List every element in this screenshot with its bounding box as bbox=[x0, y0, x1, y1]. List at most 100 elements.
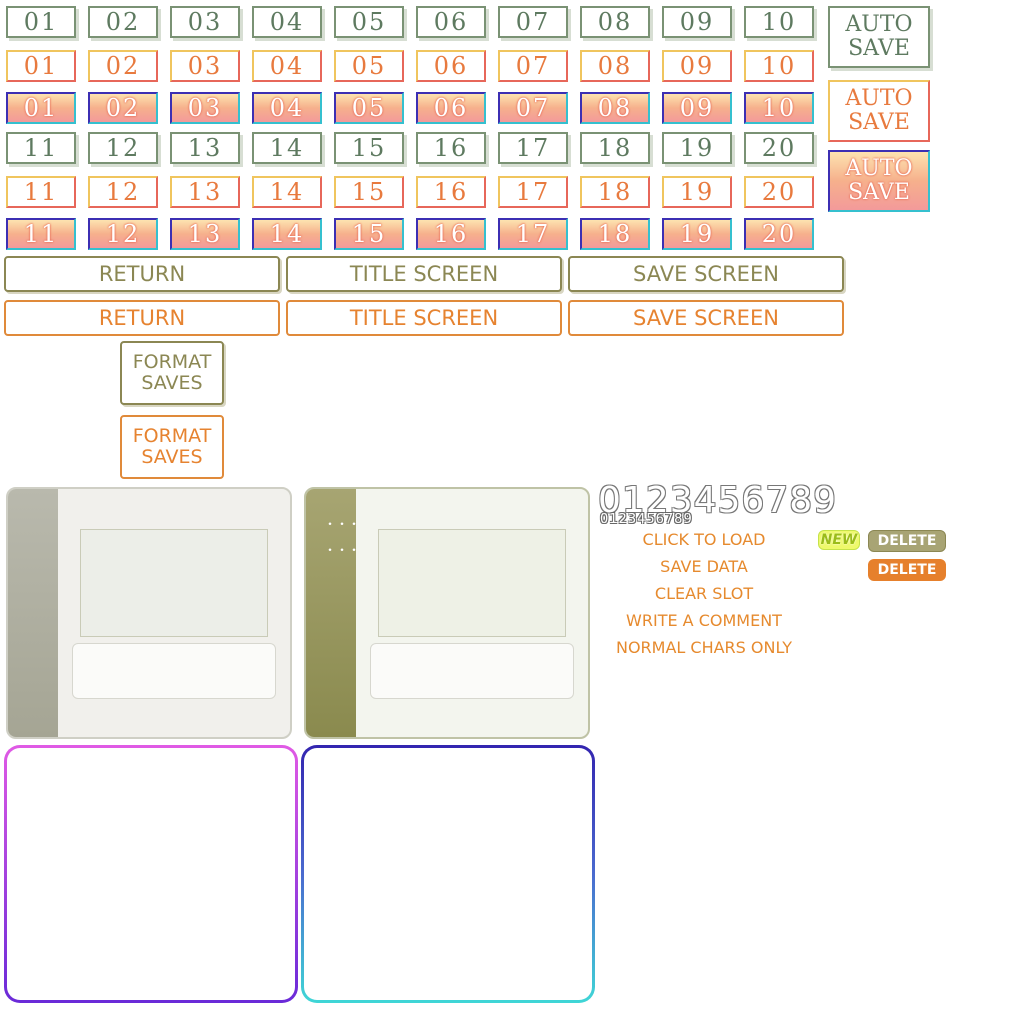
auto-save-label-line1: AUTO bbox=[845, 12, 913, 37]
slot-time-placeholder: ・・・ bbox=[324, 543, 361, 557]
save-data-label: SAVE DATA bbox=[660, 557, 748, 576]
save-slot-button-hover[interactable]: 13 bbox=[170, 176, 240, 208]
format-label-line1: FORMAT bbox=[132, 425, 212, 447]
save-slot-button-normal[interactable]: 06 bbox=[416, 6, 486, 38]
thumbnail-frame bbox=[80, 529, 268, 637]
format-label-line1: FORMAT bbox=[132, 351, 212, 373]
clear-slot-label: CLEAR SLOT bbox=[654, 584, 754, 603]
thumbnail-frame bbox=[378, 529, 566, 637]
save-slot-button-normal[interactable]: 16 bbox=[416, 132, 486, 164]
selection-frame-indigo bbox=[301, 745, 595, 1003]
save-slot-button-active[interactable]: 10 bbox=[744, 92, 814, 124]
return-button-hover[interactable]: RETURN bbox=[4, 300, 280, 336]
save-slot-button-hover[interactable]: 08 bbox=[580, 50, 650, 82]
return-button-normal[interactable]: RETURN bbox=[4, 256, 280, 292]
save-slot-button-active[interactable]: 16 bbox=[416, 218, 486, 250]
auto-save-label-line1: AUTO bbox=[845, 156, 913, 181]
card-side-strip bbox=[306, 489, 356, 737]
save-slot-button-active[interactable]: 03 bbox=[170, 92, 240, 124]
auto-save-label-line2: SAVE bbox=[848, 180, 910, 205]
save-slot-button-hover[interactable]: 04 bbox=[252, 50, 322, 82]
save-slot-button-active[interactable]: 09 bbox=[662, 92, 732, 124]
save-slot-button-hover[interactable]: 14 bbox=[252, 176, 322, 208]
save-slot-button-normal[interactable]: 08 bbox=[580, 6, 650, 38]
save-slot-button-normal[interactable]: 02 bbox=[88, 6, 158, 38]
auto-save-label-line1: AUTO bbox=[845, 86, 913, 111]
save-slot-button-hover[interactable]: 07 bbox=[498, 50, 568, 82]
save-slot-button-normal[interactable]: 01 bbox=[6, 6, 76, 38]
save-slot-button-active[interactable]: 18 bbox=[580, 218, 650, 250]
save-slot-button-active[interactable]: 12 bbox=[88, 218, 158, 250]
save-slot-button-hover[interactable]: 01 bbox=[6, 50, 76, 82]
save-slot-button-hover[interactable]: 16 bbox=[416, 176, 486, 208]
save-slot-button-hover[interactable]: 05 bbox=[334, 50, 404, 82]
click-to-load-label: CLICK TO LOAD bbox=[642, 530, 766, 549]
save-screen-button-hover[interactable]: SAVE SCREEN bbox=[568, 300, 844, 336]
save-slot-button-hover[interactable]: 12 bbox=[88, 176, 158, 208]
save-slot-button-hover[interactable]: 10 bbox=[744, 50, 814, 82]
save-slot-button-normal[interactable]: 09 bbox=[662, 6, 732, 38]
save-slot-button-active[interactable]: 04 bbox=[252, 92, 322, 124]
save-slot-button-hover[interactable]: 06 bbox=[416, 50, 486, 82]
save-slot-button-active[interactable]: 20 bbox=[744, 218, 814, 250]
save-slot-button-active[interactable]: 17 bbox=[498, 218, 568, 250]
save-slot-button-hover[interactable]: 11 bbox=[6, 176, 76, 208]
format-label-line2: SAVES bbox=[141, 446, 203, 468]
auto-save-label-line2: SAVE bbox=[848, 110, 910, 135]
digit-font-large: 0123456789 bbox=[598, 480, 838, 521]
save-slot-button-normal[interactable]: 18 bbox=[580, 132, 650, 164]
save-slot-button-active[interactable]: 01 bbox=[6, 92, 76, 124]
save-slot-button-active[interactable]: 06 bbox=[416, 92, 486, 124]
save-slot-button-active[interactable]: 08 bbox=[580, 92, 650, 124]
selection-frame-violet bbox=[4, 745, 298, 1003]
save-slot-button-normal[interactable]: 15 bbox=[334, 132, 404, 164]
save-screen-button-normal[interactable]: SAVE SCREEN bbox=[568, 256, 844, 292]
save-slot-button-active[interactable]: 13 bbox=[170, 218, 240, 250]
save-slot-button-normal[interactable]: 13 bbox=[170, 132, 240, 164]
auto-save-button-active[interactable]: AUTO SAVE bbox=[828, 150, 930, 212]
save-slot-button-hover[interactable]: 17 bbox=[498, 176, 568, 208]
save-slot-button-normal[interactable]: 11 bbox=[6, 132, 76, 164]
slot-date-placeholder: ・・・ bbox=[324, 517, 361, 531]
save-slot-button-normal[interactable]: 05 bbox=[334, 6, 404, 38]
save-slot-button-normal[interactable]: 20 bbox=[744, 132, 814, 164]
save-slot-button-hover[interactable]: 19 bbox=[662, 176, 732, 208]
save-slot-button-hover[interactable]: 03 bbox=[170, 50, 240, 82]
format-saves-button-normal[interactable]: FORMAT SAVES bbox=[120, 341, 224, 405]
comment-box bbox=[72, 643, 276, 699]
save-slot-button-active[interactable]: 11 bbox=[6, 218, 76, 250]
new-badge: NEW bbox=[818, 530, 860, 550]
save-slot-button-hover[interactable]: 02 bbox=[88, 50, 158, 82]
save-slot-button-hover[interactable]: 18 bbox=[580, 176, 650, 208]
write-comment-label: WRITE A COMMENT bbox=[626, 611, 782, 630]
card-side-strip bbox=[8, 489, 58, 737]
delete-button-normal[interactable]: DELETE bbox=[868, 530, 946, 552]
save-slot-button-normal[interactable]: 07 bbox=[498, 6, 568, 38]
digit-font-small: 0123456789 bbox=[600, 512, 693, 527]
save-slot-button-normal[interactable]: 03 bbox=[170, 6, 240, 38]
save-slot-button-normal[interactable]: 17 bbox=[498, 132, 568, 164]
save-slot-button-normal[interactable]: 19 bbox=[662, 132, 732, 164]
auto-save-button-normal[interactable]: AUTO SAVE bbox=[828, 6, 930, 68]
title-screen-button-normal[interactable]: TITLE SCREEN bbox=[286, 256, 562, 292]
save-slot-button-active[interactable]: 07 bbox=[498, 92, 568, 124]
save-slot-button-hover[interactable]: 20 bbox=[744, 176, 814, 208]
save-slot-button-hover[interactable]: 15 bbox=[334, 176, 404, 208]
save-slot-button-active[interactable]: 02 bbox=[88, 92, 158, 124]
save-slot-button-active[interactable]: 19 bbox=[662, 218, 732, 250]
save-slot-button-normal[interactable]: 12 bbox=[88, 132, 158, 164]
format-saves-button-hover[interactable]: FORMAT SAVES bbox=[120, 415, 224, 479]
save-slot-button-active[interactable]: 05 bbox=[334, 92, 404, 124]
delete-button-hover[interactable]: DELETE bbox=[868, 559, 946, 581]
save-slot-card-empty[interactable] bbox=[6, 487, 292, 739]
save-slot-card-filled[interactable]: ・・・ ・・・ bbox=[304, 487, 590, 739]
title-screen-button-hover[interactable]: TITLE SCREEN bbox=[286, 300, 562, 336]
auto-save-button-hover[interactable]: AUTO SAVE bbox=[828, 80, 930, 142]
save-slot-button-active[interactable]: 14 bbox=[252, 218, 322, 250]
save-slot-button-hover[interactable]: 09 bbox=[662, 50, 732, 82]
save-slot-button-normal[interactable]: 14 bbox=[252, 132, 322, 164]
comment-box bbox=[370, 643, 574, 699]
save-slot-button-normal[interactable]: 10 bbox=[744, 6, 814, 38]
save-slot-button-active[interactable]: 15 bbox=[334, 218, 404, 250]
save-slot-button-normal[interactable]: 04 bbox=[252, 6, 322, 38]
